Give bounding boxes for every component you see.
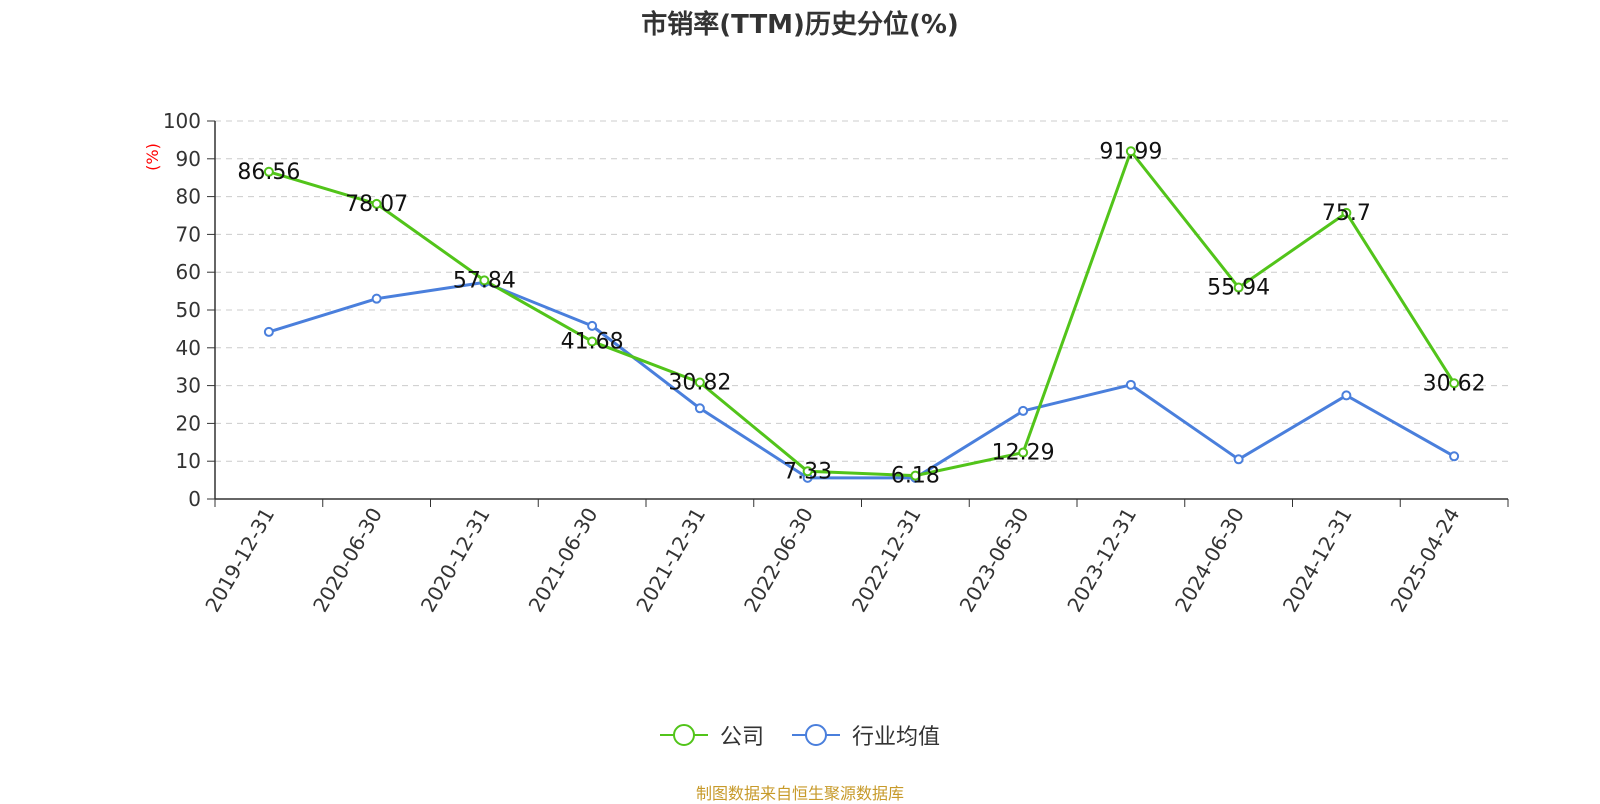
legend-company-label: 公司 (719, 725, 764, 750)
company-data-label: 30.82 (668, 371, 731, 396)
industry-data-point (1018, 405, 1029, 416)
y-tick-label: 50 (176, 298, 201, 322)
company-data-label: 75.7 (1322, 201, 1371, 226)
company-data-label: 7.33 (783, 459, 832, 484)
company-data-point (1449, 378, 1460, 389)
line-chart: 0 10 20 30 40 50 60 70 80 90 100(%) 2019-12-31 2020-… (143, 109, 1509, 617)
company-data-point (479, 275, 490, 286)
y-tick-label: 30 (176, 374, 201, 398)
y-tick-label: 10 (176, 449, 201, 473)
x-tick-label: 2024-12-31 (1278, 504, 1357, 617)
industry-data-point (371, 293, 382, 304)
x-tick-label: 2023-12-31 (1062, 504, 1141, 617)
x-tick-label: 2024-06-30 (1170, 504, 1249, 617)
industry-data-point (587, 320, 598, 331)
industry-data-point (263, 326, 274, 337)
company-data-point (910, 470, 921, 481)
x-tick-label: 2021-12-31 (631, 504, 710, 617)
y-tick-label: 20 (176, 411, 201, 435)
x-tick-label: 2021-06-30 (524, 504, 603, 617)
industry-data-point (1341, 390, 1352, 401)
company-data-label: 57.84 (453, 268, 516, 293)
company-data-label: 86.56 (237, 160, 300, 185)
company-data-point (587, 336, 598, 347)
industry-series-line (268, 280, 1455, 480)
y-tick-label: 70 (176, 222, 201, 246)
company-data-point (263, 166, 274, 177)
company-data-label: 30.62 (1423, 371, 1486, 396)
company-data-label: 12.29 (992, 441, 1055, 466)
y-tick-label: 80 (176, 185, 201, 209)
company-data-point (1125, 146, 1136, 157)
legend-company-line-icon (659, 724, 708, 746)
y-tick-label: 60 (176, 260, 201, 284)
y-tick-label: 100 (163, 109, 201, 133)
company-data-label: 6.18 (891, 464, 940, 489)
chart-title: 市销率(TTM)历史分位(%) (641, 10, 959, 40)
legend-industry-label: 行业均值 (852, 725, 941, 750)
y-axis-label: (%) (143, 143, 162, 171)
legend-item-industry[interactable]: 行业均值 (792, 719, 940, 751)
x-tick-label: 2019-12-31 (200, 504, 279, 617)
y-tick-label: 90 (176, 147, 201, 171)
x-tick-label: 2020-06-30 (308, 504, 387, 617)
company-series-line (268, 149, 1456, 478)
company-data-point (1233, 282, 1244, 293)
industry-data-point (1449, 451, 1460, 462)
legend-industry-line-icon (792, 724, 840, 746)
company-data-point (1341, 207, 1352, 218)
x-tick-label: 2022-06-30 (739, 504, 818, 617)
x-tick-label: 2023-06-30 (955, 504, 1034, 617)
industry-data-point (1233, 454, 1244, 465)
y-tick-label: 40 (176, 336, 201, 360)
x-tick-label: 2025-04-24 (1386, 504, 1465, 617)
industry-data-point (1125, 379, 1136, 390)
company-data-label: 91.99 (1099, 139, 1162, 164)
company-data-label: 41.68 (561, 329, 624, 354)
company-data-point (371, 198, 382, 209)
company-data-point (802, 466, 813, 477)
y-tick-label: 0 (188, 487, 201, 511)
company-data-label: 55.94 (1207, 276, 1270, 301)
company-data-label: 78.07 (345, 192, 408, 217)
company-data-point (694, 377, 705, 388)
legend: 公司 行业均值 (0, 720, 1600, 750)
industry-data-point (694, 403, 705, 414)
x-tick-label: 2022-12-31 (847, 504, 926, 617)
x-tick-label: 2020-12-31 (416, 504, 495, 617)
company-data-point (1018, 447, 1029, 458)
source-note: 制图数据来自恒生聚源数据库 (695, 784, 904, 803)
legend-item-company[interactable]: 公司 (659, 719, 764, 751)
